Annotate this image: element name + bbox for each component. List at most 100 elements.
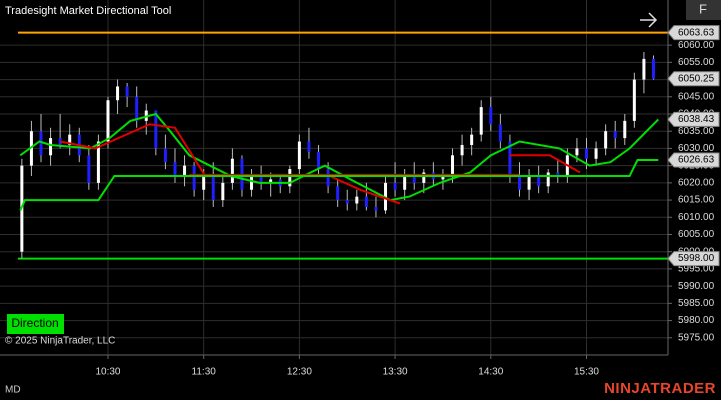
y-tick-label: 6010.00 [678, 212, 715, 223]
candle-body [202, 175, 206, 190]
y-tick-label: 6015.00 [678, 195, 715, 206]
chart-title: Tradesight Market Directional Tool [5, 5, 171, 17]
y-tick-label: 5980.00 [678, 315, 715, 326]
candle-body [269, 179, 273, 183]
x-tick-label: 13:30 [383, 367, 408, 378]
candle-body [326, 169, 330, 187]
price-marker [667, 111, 720, 127]
candle-body [250, 175, 254, 190]
y-tick-label: 6035.00 [678, 126, 715, 137]
scroll-arrow[interactable] [640, 12, 658, 28]
candle-body [498, 124, 502, 142]
candle-body [546, 172, 550, 187]
candle-body [259, 175, 263, 183]
price-marker-label: 6050.25 [678, 73, 715, 84]
candle-body [211, 175, 215, 201]
candle-body [96, 141, 100, 183]
candle-body [651, 58, 655, 79]
candle-body [230, 158, 234, 183]
price-marker-label: 6063.63 [678, 27, 715, 38]
candle-body [604, 131, 608, 149]
candle-body [575, 148, 579, 156]
price-marker-label: 5998.00 [678, 253, 715, 264]
candle-body [336, 186, 340, 201]
candle-body [192, 165, 196, 190]
price-marker [667, 25, 720, 41]
candle-body [374, 206, 378, 211]
candle-body [49, 138, 53, 156]
candle-body [584, 148, 588, 159]
candle-body [39, 131, 43, 156]
candle-body [594, 148, 598, 159]
candle-body [632, 79, 636, 121]
candle-body [460, 144, 464, 156]
x-tick-label: 12:30 [287, 367, 312, 378]
candle-body [393, 182, 397, 190]
candle-body [345, 200, 349, 204]
candle-body [87, 155, 91, 183]
candle-body [183, 165, 187, 176]
y-tick-label: 6055.00 [678, 57, 715, 68]
candle-body [106, 100, 110, 142]
f-button-label[interactable]: F [699, 1, 707, 16]
candle-body [154, 110, 158, 149]
y-tick-label: 6060.00 [678, 40, 715, 51]
candle-body [508, 141, 512, 176]
candle-body [355, 196, 359, 204]
y-tick-label: 5995.00 [678, 264, 715, 275]
y-tick-label: 5975.00 [678, 332, 715, 343]
y-tick-label: 5990.00 [678, 281, 715, 292]
price-marker [667, 152, 720, 168]
candle-body [135, 96, 139, 121]
candle-body [642, 58, 646, 80]
candle-body [68, 134, 72, 145]
candle-body [125, 86, 129, 97]
candle-body [613, 131, 617, 139]
x-tick-label: 15:30 [574, 367, 599, 378]
candle-body [556, 172, 560, 176]
candle-body [479, 107, 483, 135]
indicator-button-label[interactable]: Direction [11, 316, 58, 330]
price-marker [667, 251, 720, 267]
candle-body [422, 172, 426, 183]
candle-body [297, 141, 301, 170]
candle-body [441, 175, 445, 180]
candle-body [317, 151, 321, 170]
status-left: MD [5, 385, 21, 396]
x-tick-label: 14:30 [478, 367, 503, 378]
indicator-button[interactable] [7, 314, 64, 334]
f-button[interactable] [686, 0, 721, 20]
candle-body [623, 120, 627, 139]
price-marker-label: 6038.43 [678, 114, 715, 125]
candle-body [527, 175, 531, 190]
candle-body [537, 175, 541, 187]
candle-body [163, 148, 167, 163]
candle-body [288, 169, 292, 187]
indicator-line [19, 159, 659, 211]
candle-body [518, 175, 522, 190]
candle-body [489, 107, 493, 125]
x-tick-label: 11:30 [192, 367, 217, 378]
candle-body [403, 175, 407, 190]
copyright: © 2025 NinjaTrader, LLC [5, 336, 115, 347]
candle-body [307, 141, 311, 152]
candle-body [451, 155, 455, 176]
y-tick-label: 6020.00 [678, 177, 715, 188]
y-tick-label: 5985.00 [678, 298, 715, 309]
brand: NINJATRADER [604, 380, 716, 397]
candle-body [173, 162, 177, 176]
x-tick-label: 10:30 [95, 367, 120, 378]
indicator-line [19, 112, 660, 202]
plot [18, 31, 668, 260]
y-tick-label: 6030.00 [678, 143, 715, 154]
candle-body [364, 196, 368, 207]
y-tick-label: 6045.00 [678, 91, 715, 102]
price-marker [667, 71, 720, 87]
candle-body [116, 86, 120, 101]
candle-body [221, 182, 225, 201]
candle-body [412, 175, 416, 183]
price-marker-label: 6026.63 [678, 155, 715, 166]
y-tick-label: 6005.00 [678, 229, 715, 240]
candle-body [470, 134, 474, 145]
